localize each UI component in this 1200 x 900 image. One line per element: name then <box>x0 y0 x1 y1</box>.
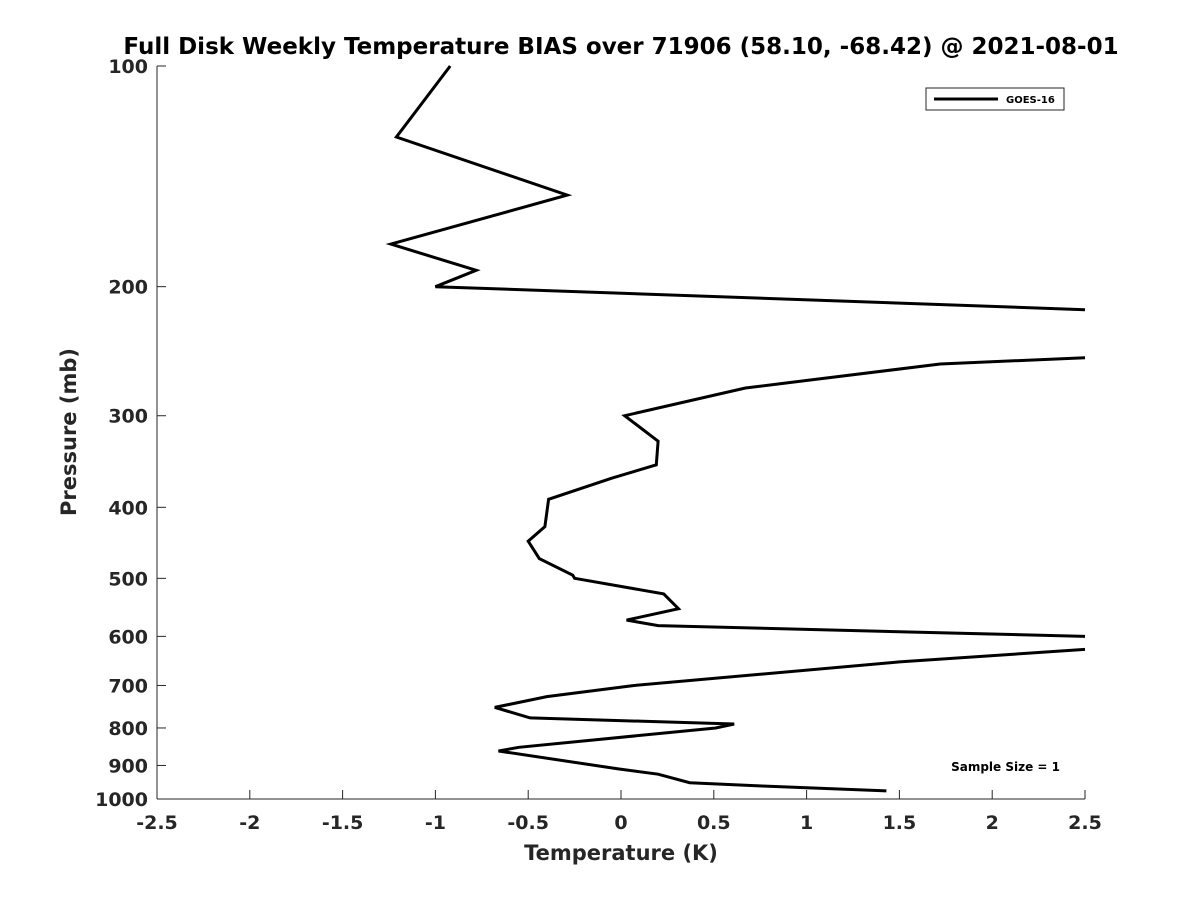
y-tick-label: 800 <box>108 718 148 740</box>
x-tick-label: 0.5 <box>697 812 731 834</box>
y-tick-label: 300 <box>108 406 148 428</box>
x-tick-label: -0.5 <box>507 812 549 834</box>
x-tick-label: -2 <box>239 812 260 834</box>
y-tick-label: 400 <box>108 497 148 519</box>
chart-title: Full Disk Weekly Temperature BIAS over 7… <box>123 34 1118 60</box>
y-tick-label: 100 <box>108 56 148 78</box>
sample-size-annotation: Sample Size = 1 <box>951 760 1060 774</box>
y-axis-label: Pressure (mb) <box>57 348 81 516</box>
x-tick-label: -1 <box>425 812 446 834</box>
x-tick-label: 2.5 <box>1068 812 1102 834</box>
x-tick-label: -1.5 <box>322 812 364 834</box>
series-line-goes-16 <box>494 647 1086 793</box>
y-tick-label: 1000 <box>95 789 148 811</box>
x-tick-label: 0 <box>614 812 627 834</box>
x-axis-ticks: -2.5 -2 -1.5 -1 -0.5 0 0.5 1 1.5 2 2.5 <box>136 790 1102 834</box>
x-tick-label: 2 <box>986 812 999 834</box>
x-tick-label: -2.5 <box>136 812 178 834</box>
y-axis-ticks: 100 200 300 400 500 600 700 800 900 1000 <box>95 56 166 811</box>
y-tick-label: 600 <box>108 626 148 648</box>
x-tick-label: 1 <box>800 812 813 834</box>
y-tick-label: 900 <box>108 755 148 777</box>
series-line-goes-16 <box>526 356 1086 638</box>
x-tick-label: 1.5 <box>883 812 917 834</box>
x-axis-label: Temperature (K) <box>524 841 718 865</box>
legend-entry-goes-16: GOES-16 <box>1006 95 1055 106</box>
y-tick-label: 200 <box>108 277 148 299</box>
legend: GOES-16 <box>925 87 1065 111</box>
series-line-goes-16 <box>385 65 1086 312</box>
y-tick-label: 700 <box>108 675 148 697</box>
series-layer <box>385 65 1086 793</box>
y-tick-label: 500 <box>108 568 148 590</box>
plot-area <box>156 66 1085 800</box>
